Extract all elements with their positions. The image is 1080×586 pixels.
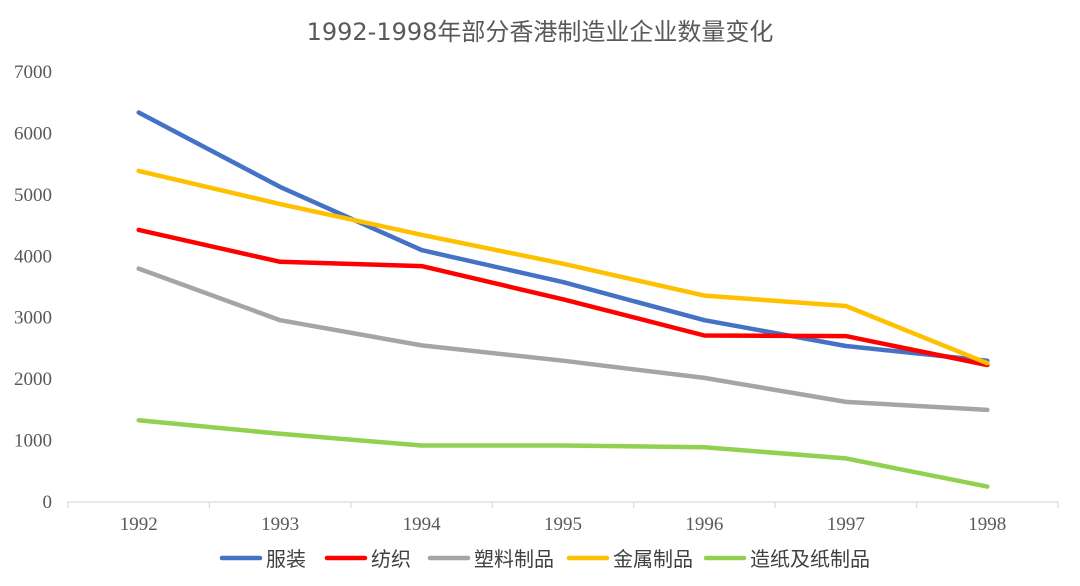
y-tick-label: 5000 (14, 185, 52, 206)
y-tick-label: 0 (43, 492, 53, 513)
legend-label: 金属制品 (613, 547, 693, 571)
y-tick-label: 7000 (14, 62, 52, 83)
series-line-1 (136, 110, 990, 363)
series-line-4 (136, 168, 990, 366)
x-tick-label: 1992 (120, 514, 158, 535)
y-tick-label: 6000 (14, 123, 52, 144)
y-tick-label: 3000 (14, 308, 52, 329)
x-tick-label: 1995 (544, 514, 582, 535)
legend-label: 服装 (266, 547, 306, 571)
x-tick-label: 1994 (403, 514, 442, 535)
x-axis: 1992 1993 1994 1995 1996 1997 1998 (67, 501, 1059, 535)
chart-title: 1992-1998年部分香港制造业企业数量变化 (307, 18, 774, 46)
legend-label: 造纸及纸制品 (750, 547, 870, 571)
legend-label: 塑料制品 (474, 547, 554, 571)
y-tick-label: 2000 (14, 369, 52, 390)
x-tick-label: 1993 (261, 514, 299, 535)
y-axis: 0 1000 2000 3000 4000 5000 6000 7000 (14, 62, 52, 513)
series-line-3 (136, 266, 990, 413)
series-line-5 (136, 418, 990, 489)
y-tick-label: 1000 (14, 431, 52, 452)
legend: 服装 纺织 塑料制品 金属制品 造纸及纸制品 (219, 547, 870, 571)
legend-label: 纺织 (371, 547, 411, 571)
x-tick-label: 1997 (827, 514, 865, 535)
x-tick-label: 1998 (968, 514, 1006, 535)
series-lines (136, 110, 990, 489)
x-tick-label: 1996 (685, 514, 723, 535)
series-line-2 (136, 227, 990, 368)
y-tick-label: 4000 (14, 246, 52, 267)
